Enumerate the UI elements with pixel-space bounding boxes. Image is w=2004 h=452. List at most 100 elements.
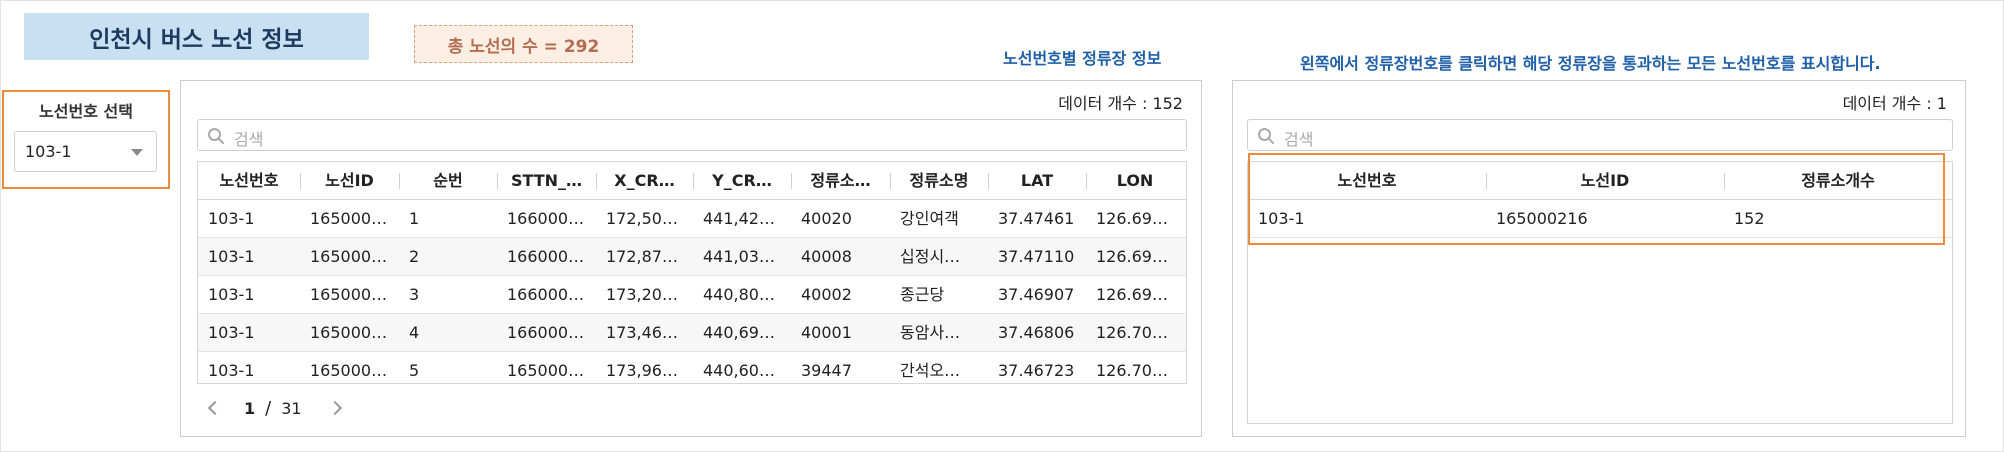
table-cell: 126.69… bbox=[1096, 209, 1168, 228]
stops-column-header[interactable]: LAT bbox=[988, 162, 1086, 199]
routes-search-input[interactable]: 검색 bbox=[1247, 119, 1953, 151]
table-cell: 40020 bbox=[801, 209, 852, 228]
table-cell: 165000216 bbox=[1496, 209, 1588, 228]
table-cell: 165000… bbox=[310, 209, 388, 228]
table-cell: 4 bbox=[409, 323, 420, 342]
stops-panel: 데이터 개수 : 152 검색 노선번호 노선ID 순번 STTN_… X_CR… Y_C… bbox=[180, 80, 1202, 437]
table-cell: 126.70… bbox=[1096, 361, 1168, 380]
stops-column-header[interactable]: LON bbox=[1086, 162, 1184, 199]
table-cell: 126.70… bbox=[1096, 323, 1168, 342]
stops-search-placeholder: 검색 bbox=[234, 130, 264, 149]
stops-body: 103-1 165000… 1 166000… 172,50… 441,42… 40020 강… bbox=[198, 200, 1186, 383]
routes-table: 노선번호 노선ID 정류소개수 103-1 165000216 152 bbox=[1247, 161, 1953, 424]
routes-body: 103-1 165000216 152 bbox=[1248, 200, 1952, 238]
routes-column-header[interactable]: 노선ID bbox=[1486, 162, 1724, 199]
table-cell: 166000… bbox=[507, 247, 585, 266]
table-cell: 37.47110 bbox=[998, 247, 1075, 266]
search-icon bbox=[208, 128, 224, 144]
table-cell: 동암사… bbox=[900, 323, 961, 342]
table-cell: 종근당 bbox=[900, 285, 945, 304]
table-cell: 103-1 bbox=[208, 285, 255, 304]
table-cell: 172,87… bbox=[606, 247, 678, 266]
table-cell: 103-1 bbox=[1258, 209, 1305, 228]
table-cell: 40008 bbox=[801, 247, 852, 266]
chevron-right-icon[interactable] bbox=[327, 400, 342, 416]
chevron-down-icon bbox=[131, 149, 143, 156]
table-cell: 172,50… bbox=[606, 209, 678, 228]
table-cell: 165000… bbox=[310, 247, 388, 266]
table-cell: 103-1 bbox=[208, 247, 255, 266]
table-cell: 3 bbox=[409, 285, 420, 304]
chevron-left-icon[interactable] bbox=[207, 400, 223, 416]
table-cell: 2 bbox=[409, 247, 420, 266]
table-cell: 103-1 bbox=[208, 209, 255, 228]
table-cell: 103-1 bbox=[208, 361, 255, 380]
table-cell: 173,96… bbox=[606, 361, 678, 380]
route-select-label: 노선번호 선택 bbox=[39, 102, 133, 121]
table-cell: 440,69… bbox=[703, 323, 775, 342]
table-cell: 126.69… bbox=[1096, 247, 1168, 266]
stops-column-header[interactable]: STTN_… bbox=[497, 162, 596, 199]
stops-column-header[interactable]: 정류소명 bbox=[890, 162, 988, 199]
table-cell: 강인여객 bbox=[900, 209, 959, 228]
table-cell: 166000… bbox=[507, 285, 585, 304]
table-row[interactable]: 103-1 165000… 1 166000… 172,50… 441,42… 40020 강… bbox=[198, 200, 1186, 238]
table-cell: 37.47461 bbox=[998, 209, 1075, 228]
table-cell: 173,20… bbox=[606, 285, 678, 304]
table-cell: 39447 bbox=[801, 361, 852, 380]
search-icon bbox=[1258, 128, 1274, 144]
table-cell: 440,60… bbox=[703, 361, 775, 380]
stops-search-input[interactable]: 검색 bbox=[197, 119, 1187, 151]
table-cell: 440,80… bbox=[703, 285, 775, 304]
stops-header-row: 노선번호 노선ID 순번 STTN_… X_CR… Y_CR… 정류소… 정류소명 LAT LON bbox=[198, 162, 1186, 200]
table-cell: 37.46806 bbox=[998, 323, 1075, 342]
table-cell: 37.46723 bbox=[998, 361, 1075, 380]
pager-separator: / bbox=[265, 397, 272, 419]
routes-header-row: 노선번호 노선ID 정류소개수 bbox=[1248, 162, 1952, 200]
route-select-panel: 노선번호 선택 103-1 bbox=[2, 90, 170, 189]
table-cell: 40001 bbox=[801, 323, 852, 342]
stops-column-header[interactable]: 노선ID bbox=[300, 162, 399, 199]
table-cell: 십정시… bbox=[900, 247, 961, 266]
stops-data-count: 데이터 개수 : 152 bbox=[1058, 94, 1183, 113]
table-cell: 166000… bbox=[507, 323, 585, 342]
stops-column-header[interactable]: 순번 bbox=[399, 162, 497, 199]
table-cell: 165000… bbox=[507, 361, 585, 380]
table-cell: 165000… bbox=[310, 285, 388, 304]
table-cell: 173,46… bbox=[606, 323, 678, 342]
table-cell: 441,03… bbox=[703, 247, 775, 266]
routes-data-count: 데이터 개수 : 1 bbox=[1842, 94, 1947, 113]
table-row[interactable]: 103-1 165000… 2 166000… 172,87… 441,03… 40008 십… bbox=[198, 238, 1186, 276]
table-cell: 165000… bbox=[310, 361, 388, 380]
routes-column-header[interactable]: 노선번호 bbox=[1337, 171, 1397, 190]
stops-column-header[interactable]: X_CR… bbox=[596, 162, 693, 199]
route-select-dropdown[interactable]: 103-1 bbox=[14, 131, 157, 172]
table-cell: 40002 bbox=[801, 285, 852, 304]
stops-column-header[interactable]: 노선번호 bbox=[219, 171, 279, 190]
routes-column-header[interactable]: 정류소개수 bbox=[1724, 162, 1952, 199]
table-cell: 126.69… bbox=[1096, 285, 1168, 304]
stops-column-header[interactable]: Y_CR… bbox=[693, 162, 791, 199]
route-select-value: 103-1 bbox=[25, 142, 72, 161]
routes-search-placeholder: 검색 bbox=[1284, 130, 1314, 149]
table-cell: 5 bbox=[409, 361, 420, 380]
table-row[interactable]: 103-1 165000… 4 166000… 173,46… 440,69… 40001 동… bbox=[198, 314, 1186, 352]
stops-table: 노선번호 노선ID 순번 STTN_… X_CR… Y_CR… 정류소… 정류소명 LAT LON… bbox=[197, 161, 1187, 384]
table-row[interactable]: 103-1 165000216 152 bbox=[1248, 200, 1952, 238]
table-cell: 간석오… bbox=[900, 361, 961, 380]
table-row[interactable]: 103-1 165000… 5 165000… 173,96… 440,60… 39447 간… bbox=[198, 352, 1186, 383]
table-cell: 165000… bbox=[310, 323, 388, 342]
table-cell: 166000… bbox=[507, 209, 585, 228]
route-count-badge: 총 노선의 수 = 292 bbox=[414, 25, 633, 63]
table-cell: 152 bbox=[1734, 209, 1765, 228]
table-row[interactable]: 103-1 165000… 3 166000… 173,20… 440,80… 40002 종… bbox=[198, 276, 1186, 314]
routes-panel: 데이터 개수 : 1 검색 노선번호 노선ID 정류소개수 103-1 16500021… bbox=[1232, 80, 1966, 437]
table-cell: 1 bbox=[409, 209, 420, 228]
pager-current-page: 1 bbox=[244, 398, 256, 418]
table-cell: 37.46907 bbox=[998, 285, 1075, 304]
stops-column-header[interactable]: 정류소… bbox=[791, 162, 890, 199]
table-cell: 103-1 bbox=[208, 323, 255, 342]
table-cell: 441,42… bbox=[703, 209, 775, 228]
page-title: 인천시 버스 노선 정보 bbox=[24, 13, 369, 60]
stops-pager: 1 / 31 bbox=[204, 394, 342, 422]
